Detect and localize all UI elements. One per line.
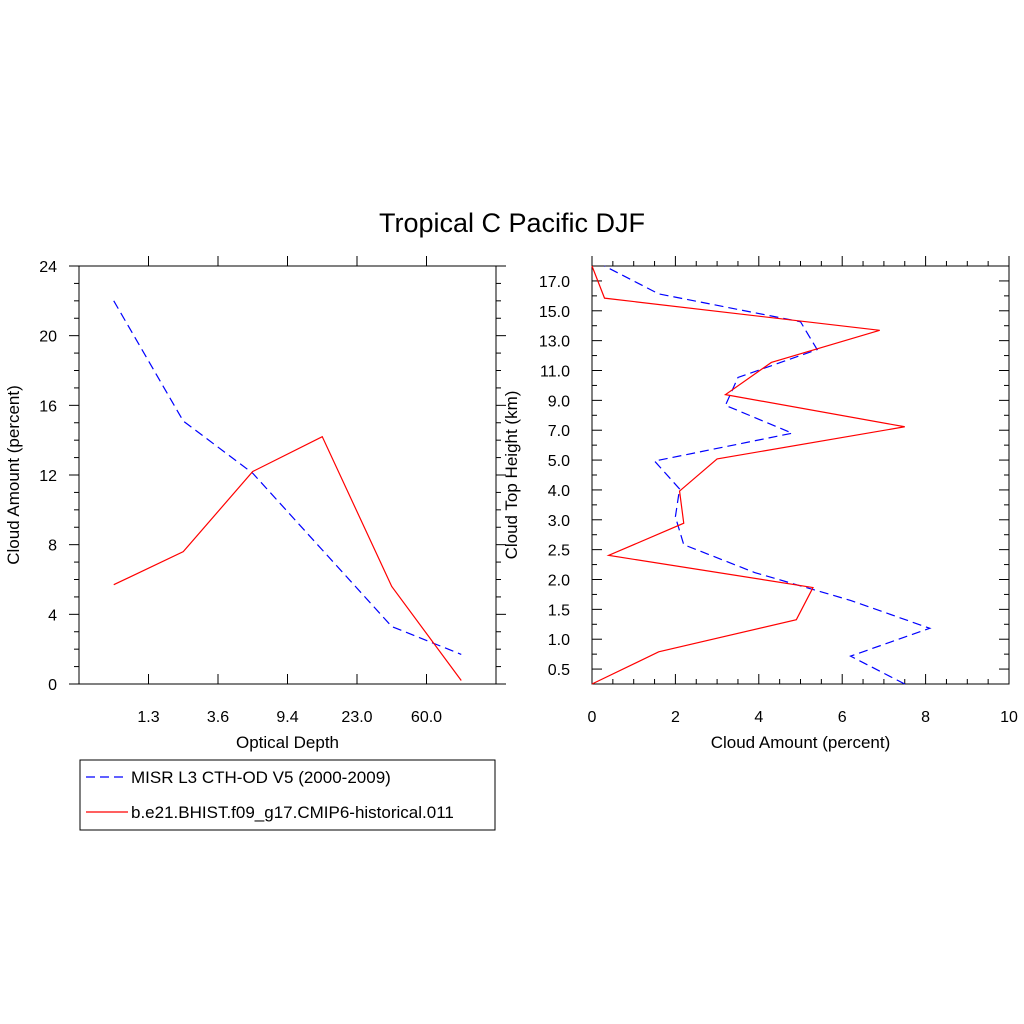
right-y-tick-label: 4.0 xyxy=(548,483,570,500)
right-y-tick-label: 11.0 xyxy=(540,364,570,381)
left-series xyxy=(113,300,462,681)
right-y-tick-label: 1.0 xyxy=(548,632,570,649)
right-x-axis-title: Cloud Amount (percent) xyxy=(711,733,891,752)
right-y-tick-label: 17.0 xyxy=(539,274,570,291)
left-y-tick-label: 20 xyxy=(39,329,57,346)
right-y-tick-label: 13.0 xyxy=(539,334,570,351)
left-ticks: 1.3 3.6 9.4 23.0 60.0 0 4 8 12 16 20 24 xyxy=(39,256,506,726)
chart-title: Tropical C Pacific DJF xyxy=(379,208,645,238)
right-y-tick-label: 7.0 xyxy=(548,423,570,440)
left-y-tick-label: 16 xyxy=(39,398,57,415)
legend-label-model: b.e21.BHIST.f09_g17.CMIP6-historical.011 xyxy=(131,803,454,822)
right-x-tick-label: 6 xyxy=(838,709,847,726)
right-plot-frame xyxy=(591,265,1010,685)
right-y-tick-label: 2.0 xyxy=(548,573,570,590)
left-y-tick-label: 24 xyxy=(39,259,57,276)
left-series-misr xyxy=(113,300,462,655)
right-y-tick-label: 15.0 xyxy=(539,304,570,321)
left-x-tick-label: 1.3 xyxy=(137,709,159,726)
left-x-axis-title: Optical Depth xyxy=(236,733,339,752)
right-y-tick-label: 0.5 xyxy=(548,662,570,679)
right-y-tick-label: 3.0 xyxy=(548,513,570,530)
right-series xyxy=(591,265,932,685)
right-y-tick-label: 9.0 xyxy=(548,393,570,410)
right-x-tick-label: 10 xyxy=(1000,709,1018,726)
left-y-tick-label: 8 xyxy=(48,538,57,555)
right-y-tick-label: 5.0 xyxy=(548,453,570,470)
right-x-tick-label: 4 xyxy=(754,709,763,726)
left-series-model xyxy=(113,435,462,681)
left-y-tick-label: 4 xyxy=(48,607,57,624)
legend-label-misr: MISR L3 CTH-OD V5 (2000-2009) xyxy=(131,768,391,787)
left-y-axis-title: Cloud Amount (percent) xyxy=(4,385,23,565)
left-y-tick-label: 12 xyxy=(39,468,57,485)
legend-box xyxy=(79,759,496,831)
left-x-tick-label: 23.0 xyxy=(341,709,372,726)
left-plot-frame xyxy=(78,265,497,685)
left-y-tick-label: 0 xyxy=(48,677,57,694)
left-x-tick-label: 9.4 xyxy=(276,709,298,726)
right-series-misr xyxy=(604,265,932,685)
right-x-tick-label: 2 xyxy=(671,709,680,726)
right-y-axis-title: Cloud Top Height (km) xyxy=(502,391,521,560)
right-ticks: 0 2 4 6 8 10 0.5 1.0 1.5 2.0 2.5 3.0 4.0 5.0 7.0 9.0 11.… xyxy=(539,256,1018,726)
right-series-model xyxy=(591,265,905,685)
panel-right: 0 2 4 6 8 10 0.5 1.0 1.5 2.0 2.5 3.0 4.0 5.0 7.0 9.0 11.… xyxy=(502,256,1018,752)
left-x-tick-label: 3.6 xyxy=(207,709,229,726)
panel-left: 1.3 3.6 9.4 23.0 60.0 0 4 8 12 16 20 24 Optical Dep… xyxy=(4,256,506,752)
legend: MISR L3 CTH-OD V5 (2000-2009) b.e21.BHIS… xyxy=(79,759,496,831)
right-x-tick-label: 0 xyxy=(588,709,597,726)
left-x-tick-label: 60.0 xyxy=(411,709,442,726)
right-y-tick-label: 1.5 xyxy=(548,602,570,619)
right-y-tick-label: 2.5 xyxy=(548,543,570,560)
right-x-tick-label: 8 xyxy=(921,709,930,726)
